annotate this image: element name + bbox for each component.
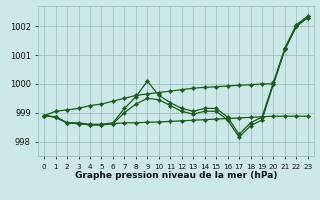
X-axis label: Graphe pression niveau de la mer (hPa): Graphe pression niveau de la mer (hPa) (75, 171, 277, 180)
